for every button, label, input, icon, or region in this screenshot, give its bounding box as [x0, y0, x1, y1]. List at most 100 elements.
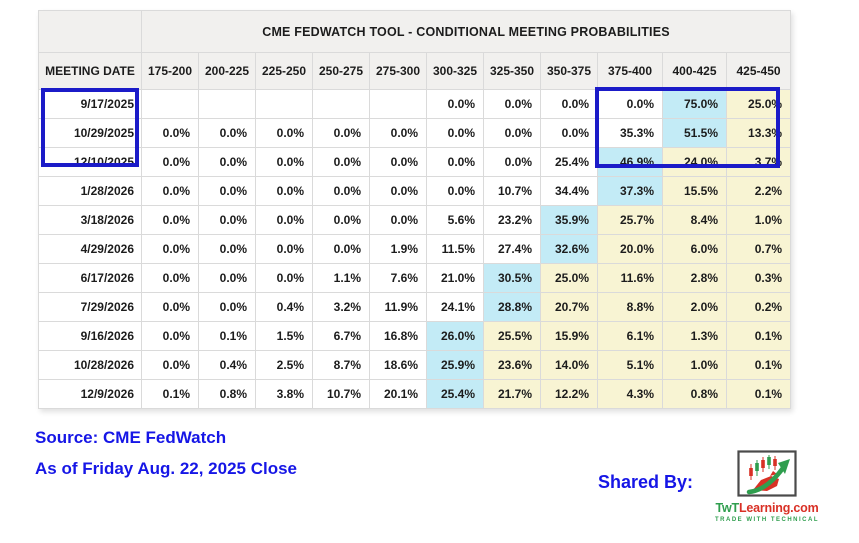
prob-cell: 27.4%: [483, 234, 541, 264]
prob-cell: 10.7%: [483, 176, 541, 206]
prob-cell: 35.3%: [597, 118, 663, 148]
prob-cell: [369, 89, 427, 119]
prob-cell: 15.9%: [540, 321, 598, 351]
rate-range-header-350-375: 350-375: [540, 52, 598, 90]
prob-cell: 16.8%: [369, 321, 427, 351]
meeting-date-cell: 10/29/2025: [38, 118, 142, 148]
prob-cell: 0.0%: [141, 321, 199, 351]
prob-cell: 0.0%: [198, 118, 256, 148]
rate-range-header-275-300: 275-300: [369, 52, 427, 90]
prob-cell: 0.0%: [198, 176, 256, 206]
prob-cell: 37.3%: [597, 176, 663, 206]
prob-cell: 1.9%: [369, 234, 427, 264]
prob-cell: 0.0%: [198, 234, 256, 264]
prob-cell: 0.0%: [369, 118, 427, 148]
rate-range-header-175-200: 175-200: [141, 52, 199, 90]
prob-cell: 0.1%: [725, 321, 792, 351]
prob-cell: 15.5%: [662, 176, 727, 206]
rate-range-header-300-325: 300-325: [426, 52, 484, 90]
prob-cell: 0.0%: [483, 147, 541, 177]
prob-cell: 10.7%: [312, 379, 370, 409]
prob-cell: 0.1%: [141, 379, 199, 409]
prob-cell: 0.0%: [312, 176, 370, 206]
prob-cell: 0.0%: [198, 147, 256, 177]
logo-tagline: TRADE WITH TECHNICAL: [715, 517, 819, 523]
prob-cell: 0.0%: [312, 118, 370, 148]
prob-cell: 0.4%: [255, 292, 313, 322]
prob-cell: 0.0%: [369, 176, 427, 206]
prob-cell: 0.0%: [141, 234, 199, 264]
meeting-date-cell: 3/18/2026: [38, 205, 142, 235]
prob-cell: 51.5%: [662, 118, 727, 148]
meeting-date-cell: 12/10/2025: [38, 147, 142, 177]
prob-cell: 0.0%: [255, 118, 313, 148]
prob-cell: 0.0%: [312, 147, 370, 177]
prob-cell: 0.0%: [198, 263, 256, 293]
prob-cell: 0.0%: [255, 234, 313, 264]
prob-cell: 7.6%: [369, 263, 427, 293]
table-row: 9/17/2025 0.0% 0.0% 0.0% 0.0% 75.0% 25.0%: [38, 89, 792, 119]
meeting-date-cell: 9/16/2026: [38, 321, 142, 351]
prob-cell: 1.0%: [725, 205, 792, 235]
table-body: 9/17/2025 0.0% 0.0% 0.0% 0.0% 75.0% 25.0% 10/29…: [38, 89, 792, 409]
prob-cell: 30.5%: [483, 263, 541, 293]
prob-cell: 0.0%: [483, 89, 541, 119]
prob-cell: 28.8%: [483, 292, 541, 322]
prob-cell: 23.6%: [483, 350, 541, 380]
prob-cell: 0.0%: [255, 147, 313, 177]
prob-cell: 14.0%: [540, 350, 598, 380]
prob-cell: [255, 89, 313, 119]
prob-cell: 0.0%: [426, 147, 484, 177]
prob-cell: 0.0%: [141, 147, 199, 177]
column-header-row: MEETING DATE 175-200 200-225 225-250 250-27…: [38, 52, 792, 90]
prob-cell: 46.9%: [597, 147, 663, 177]
prob-cell: 12.2%: [540, 379, 598, 409]
prob-cell: 11.9%: [369, 292, 427, 322]
prob-cell: 0.0%: [312, 234, 370, 264]
prob-cell: 0.7%: [725, 234, 792, 264]
prob-cell: 25.0%: [540, 263, 598, 293]
prob-cell: 1.1%: [312, 263, 370, 293]
prob-cell: 0.0%: [597, 89, 663, 119]
prob-cell: 18.6%: [369, 350, 427, 380]
prob-cell: 0.0%: [141, 350, 199, 380]
meeting-date-cell: 4/29/2026: [38, 234, 142, 264]
prob-cell: 0.0%: [141, 118, 199, 148]
prob-cell: 0.0%: [141, 176, 199, 206]
prob-cell: 0.2%: [725, 292, 792, 322]
prob-cell: 3.2%: [312, 292, 370, 322]
prob-cell: 20.1%: [369, 379, 427, 409]
prob-cell: 8.8%: [597, 292, 663, 322]
prob-cell: 8.7%: [312, 350, 370, 380]
prob-cell: 25.4%: [426, 379, 484, 409]
table-row: 9/16/2026 0.0% 0.1% 1.5% 6.7% 16.8% 26.0% 25.5%…: [38, 321, 792, 351]
prob-cell: 32.6%: [540, 234, 598, 264]
prob-cell: 75.0%: [662, 89, 727, 119]
rate-range-header-400-425: 400-425: [662, 52, 727, 90]
prob-cell: 0.0%: [483, 118, 541, 148]
corner-blank-cell: [38, 10, 142, 53]
table-row: 4/29/2026 0.0% 0.0% 0.0% 0.0% 1.9% 11.5% 27.4% 3…: [38, 234, 792, 264]
meeting-date-cell: 7/29/2026: [38, 292, 142, 322]
meeting-date-cell: 10/28/2026: [38, 350, 142, 380]
rate-range-header-375-400: 375-400: [597, 52, 663, 90]
table-row: 12/10/2025 0.0% 0.0% 0.0% 0.0% 0.0% 0.0% 0.0% 25…: [38, 147, 792, 177]
prob-cell: 25.9%: [426, 350, 484, 380]
table-title-row: CME FEDWATCH TOOL - CONDITIONAL MEETING …: [38, 10, 792, 53]
source-caption: Source: CME FedWatch: [35, 428, 227, 447]
prob-cell: 0.0%: [426, 176, 484, 206]
prob-cell: 0.0%: [255, 176, 313, 206]
prob-cell: 0.8%: [662, 379, 727, 409]
meeting-date-cell: 1/28/2026: [38, 176, 142, 206]
prob-cell: 0.0%: [426, 118, 484, 148]
prob-cell: 20.7%: [540, 292, 598, 322]
prob-cell: 0.3%: [725, 263, 792, 293]
logo-wordmark-learning: Learning.com: [738, 501, 819, 515]
fedwatch-probabilities-table: CME FEDWATCH TOOL - CONDITIONAL MEETING …: [38, 10, 792, 409]
prob-cell: 0.0%: [255, 205, 313, 235]
prob-cell: 23.2%: [483, 205, 541, 235]
prob-cell: 34.4%: [540, 176, 598, 206]
prob-cell: 11.5%: [426, 234, 484, 264]
prob-cell: 13.3%: [725, 118, 792, 148]
fedwatch-table-container: CME FEDWATCH TOOL - CONDITIONAL MEETING …: [38, 10, 792, 409]
